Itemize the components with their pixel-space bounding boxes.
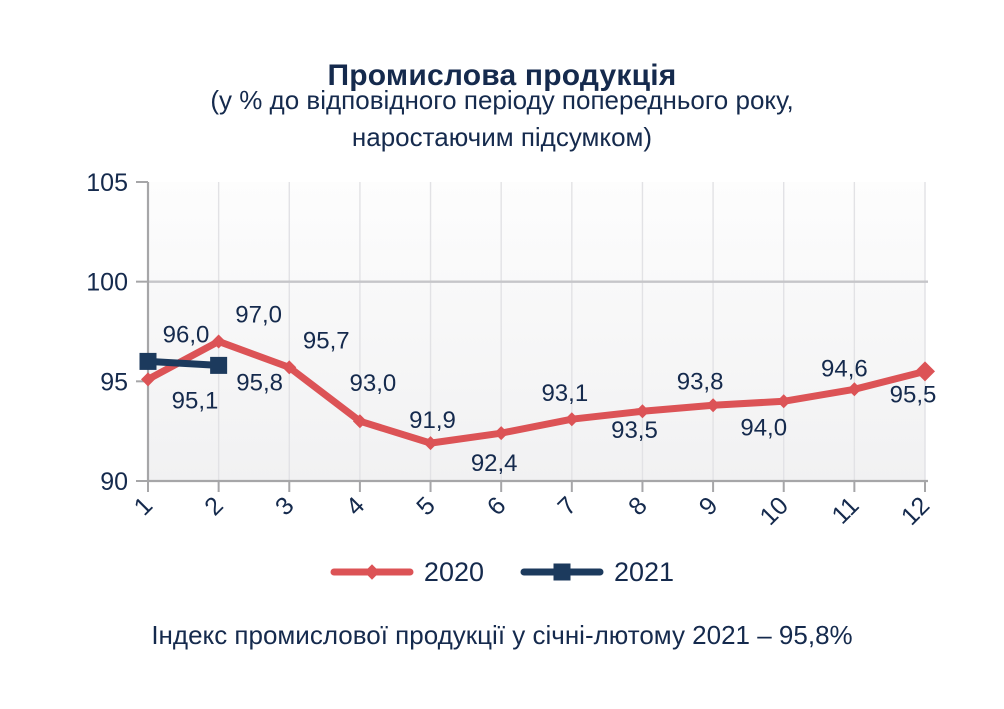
series-2020-marker xyxy=(494,426,509,441)
x-tick-label: 3 xyxy=(270,491,300,521)
series-2020-marker xyxy=(141,372,155,387)
series-2020-data-label: 95,5 xyxy=(890,381,937,408)
series-2020-marker xyxy=(915,361,935,382)
chart-subtitle-line1: (у % до відповідного періоду попередньог… xyxy=(210,85,794,115)
series-2020-marker xyxy=(847,382,862,397)
series-2020-data-label: 93,1 xyxy=(541,380,588,407)
y-tick-label: 100 xyxy=(86,269,128,297)
series-2020-marker xyxy=(776,394,791,409)
series-2020-data-label: 95,7 xyxy=(303,327,350,354)
plot-area xyxy=(148,182,925,481)
x-tick-label: 11 xyxy=(826,491,864,529)
chart-subtitle: (у % до відповідного періоду попередньог… xyxy=(0,82,1004,156)
legend-marker-2020-line-diamond-icon xyxy=(330,564,414,580)
series-2021-marker xyxy=(139,352,157,370)
series-2020-marker xyxy=(635,404,650,419)
series-2020-data-label: 95,1 xyxy=(172,387,219,414)
legend-item-2020: 2020 xyxy=(330,556,484,587)
y-tick-label: 95 xyxy=(100,368,128,396)
chart-subtitle-line2: наростаючим підсумком) xyxy=(351,122,653,152)
x-tick-label: 5 xyxy=(411,491,441,521)
legend-label-2020: 2020 xyxy=(423,556,484,587)
series-2020-marker xyxy=(352,414,367,429)
series-2020-data-label: 94,0 xyxy=(740,414,787,441)
x-tick-label: 2 xyxy=(199,491,229,521)
chart-legend: 2020 2021 xyxy=(0,552,1004,592)
series-2021-marker xyxy=(210,356,228,374)
series-2020-marker xyxy=(211,334,226,349)
series-2020-data-label: 93,8 xyxy=(677,368,724,395)
series-2021-line xyxy=(144,357,223,369)
series-2020-line xyxy=(144,337,929,447)
x-tick-label: 4 xyxy=(341,491,371,521)
series-2020-marker xyxy=(282,360,297,375)
series-2020-marker xyxy=(706,398,721,413)
series-2020-data-label: 93,5 xyxy=(611,417,658,444)
x-tick-label: 7 xyxy=(552,491,582,521)
legend-label-2021: 2021 xyxy=(614,556,675,587)
series-2020-data-label: 94,6 xyxy=(821,355,868,382)
series-2020-data-label: 92,4 xyxy=(471,450,518,477)
x-tick-label: 1 xyxy=(129,491,159,521)
x-tick-label: 6 xyxy=(482,491,512,521)
series-2020-data-label: 91,9 xyxy=(409,407,456,434)
x-tick-label: 9 xyxy=(694,491,724,521)
summary-caption: Індекс промислової продукції у січні-лют… xyxy=(151,620,853,650)
y-tick-label: 105 xyxy=(86,169,128,197)
series-2020-data-label: 93,0 xyxy=(350,370,397,397)
legend-item-2021: 2021 xyxy=(520,556,675,587)
x-tick-label: 8 xyxy=(623,491,653,521)
x-tick-label: 12 xyxy=(896,491,935,530)
series-2020-marker xyxy=(423,436,438,451)
series-2020-data-label: 97,0 xyxy=(235,301,282,328)
page-title: Промислова продукція xyxy=(327,59,677,93)
x-tick-label: 10 xyxy=(755,491,794,530)
series-2020-marker xyxy=(564,412,579,427)
series-2021-data-label: 96,0 xyxy=(163,321,210,348)
legend-marker-2021-line-square-icon xyxy=(520,563,604,581)
y-tick-label: 90 xyxy=(100,468,128,496)
series-2021-data-label: 95,8 xyxy=(236,369,283,396)
